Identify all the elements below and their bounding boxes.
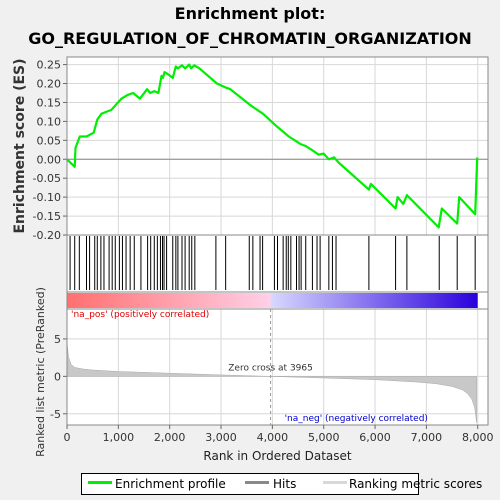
- title-line2: GO_REGULATION_OF_CHROMATIN_ORGANIZATION: [28, 29, 472, 48]
- x-tick-label: 2,000: [154, 431, 186, 444]
- x-tick-label: 3,000: [205, 431, 237, 444]
- legend: Enrichment profile Hits Ranking metric s…: [81, 473, 482, 495]
- es-tick-label: 0.00: [37, 153, 62, 166]
- legend-metric-swatch: [323, 481, 347, 484]
- pos-label: 'na_pos' (positively correlated): [71, 310, 209, 320]
- x-tick-label: 8,000: [462, 431, 494, 444]
- title-line1: Enrichment plot:: [174, 4, 326, 23]
- es-profile-line: [66, 63, 479, 229]
- x-axis-label: Rank in Ordered Dataset: [203, 449, 351, 463]
- rank-bar-segment: [67, 293, 271, 308]
- legend-hits-label: Hits: [273, 477, 297, 491]
- metric-tick-label: -5: [50, 408, 61, 421]
- legend-profile-label: Enrichment profile: [115, 477, 226, 491]
- x-tick-label: 1,000: [103, 431, 135, 444]
- es-tick-label: 0.25: [37, 59, 62, 72]
- metric-y-axis-label: Ranked list metric (PreRanked): [34, 287, 47, 457]
- x-tick-label: 5,000: [308, 431, 340, 444]
- legend-hits-swatch: [245, 481, 269, 484]
- es-tick-label: 0.20: [37, 78, 62, 91]
- x-tick-label: 6,000: [359, 431, 391, 444]
- es-y-axis-label: Enrichment score (ES): [12, 58, 28, 233]
- es-tick-label: -0.05: [33, 172, 61, 185]
- es-tick-label: 0.15: [37, 96, 62, 109]
- x-tick-label: 4,000: [257, 431, 289, 444]
- x-tick-label: 7,000: [411, 431, 443, 444]
- es-tick-label: 0.10: [37, 115, 62, 128]
- metric-tick-label: 5: [54, 333, 61, 346]
- zero-cross-label: Zero cross at 3965: [228, 363, 313, 373]
- legend-metric-label: Ranking metric scores: [349, 477, 483, 491]
- es-tick-label: -0.10: [33, 191, 61, 204]
- es-tick-label: -0.20: [33, 229, 61, 242]
- metric-tick-label: 0: [54, 370, 61, 383]
- es-tick-label: -0.15: [33, 210, 61, 223]
- neg-label: 'na_neg' (negatively correlated): [285, 414, 428, 424]
- rank-bar-segment: [270, 293, 478, 308]
- x-tick-label: 0: [64, 431, 71, 444]
- legend-profile-swatch: [88, 481, 112, 484]
- es-tick-label: 0.05: [37, 134, 62, 147]
- metric-panel-bg: [67, 309, 488, 425]
- metric-panel-border: [66, 308, 489, 426]
- metric-area: [66, 341, 477, 423]
